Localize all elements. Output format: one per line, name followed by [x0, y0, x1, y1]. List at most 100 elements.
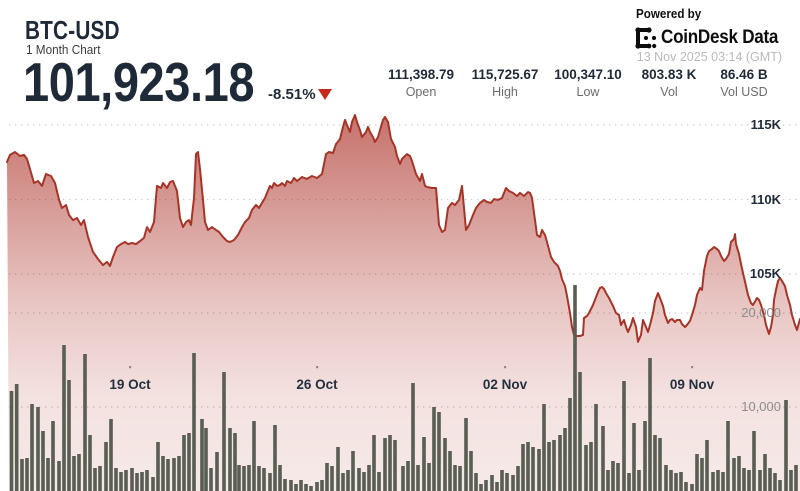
- volume-bar: [309, 486, 313, 491]
- volume-bar: [578, 372, 582, 491]
- stat-value: 100,347.10: [554, 67, 622, 82]
- volume-bar: [664, 465, 668, 491]
- volume-bar: [648, 358, 652, 491]
- volume-bar: [427, 463, 431, 491]
- volume-bar: [377, 472, 381, 491]
- volume-bar: [437, 412, 441, 491]
- volume-bar: [124, 470, 128, 491]
- chart-range-subtitle: 1 Month Chart: [26, 43, 101, 57]
- volume-bar: [773, 473, 777, 491]
- volume-bar: [351, 451, 355, 491]
- volume-bar: [294, 484, 298, 491]
- volume-bar: [372, 435, 376, 491]
- volume-bar: [490, 475, 494, 491]
- volume-bar: [516, 466, 520, 491]
- volume-bar: [568, 398, 572, 491]
- volume-bar: [458, 466, 462, 491]
- volume-bar: [114, 468, 118, 491]
- volume-bar: [601, 426, 605, 491]
- volume-bar: [172, 458, 176, 491]
- volume-bar: [41, 431, 45, 491]
- volume-bar: [192, 353, 196, 491]
- volume-bar: [357, 468, 361, 491]
- volume-bar: [62, 345, 66, 491]
- volume-bar: [25, 458, 29, 491]
- volume-bar: [679, 472, 683, 491]
- volume-bar: [30, 404, 34, 491]
- volume-bar: [479, 484, 483, 491]
- volume-bar: [215, 452, 219, 491]
- volume-bar: [242, 466, 246, 491]
- volume-bar: [542, 404, 546, 491]
- volume-bar: [606, 470, 610, 491]
- volume-bar: [325, 463, 329, 491]
- volume-bar: [88, 435, 92, 491]
- volume-bar: [222, 372, 226, 491]
- volume-bar: [758, 470, 762, 491]
- volume-bar: [145, 470, 149, 491]
- volume-bar: [573, 285, 577, 491]
- symbol-title: BTC-USD: [25, 15, 120, 45]
- volume-bar: [495, 482, 499, 491]
- price-axis-label: 110K: [750, 191, 781, 207]
- volume-bar: [341, 473, 345, 491]
- volume-bar: [526, 442, 530, 491]
- volume-bar: [362, 472, 366, 491]
- volume-bar: [632, 423, 636, 491]
- volume-bar: [119, 472, 123, 491]
- volume-bar: [674, 473, 678, 491]
- volume-bar: [732, 458, 736, 491]
- volume-bar: [151, 477, 155, 491]
- volume-bar: [273, 425, 277, 491]
- volume-bar: [98, 466, 102, 491]
- x-axis-label: 26 Oct: [296, 377, 338, 392]
- volume-bar: [330, 466, 334, 491]
- volume-bar: [411, 383, 415, 491]
- volume-bar: [622, 381, 626, 491]
- volume-bar: [140, 472, 144, 491]
- volume-bar: [283, 479, 287, 491]
- volume-bar: [46, 458, 50, 491]
- volume-bar: [594, 404, 598, 491]
- volume-bar: [690, 484, 694, 491]
- volume-bar: [453, 465, 457, 491]
- volume-bar: [299, 480, 303, 491]
- price-area-fill: [7, 115, 800, 491]
- stat-vol: 803.83 K Vol: [614, 67, 724, 99]
- volume-bar: [627, 473, 631, 491]
- volume-bar: [684, 482, 688, 491]
- volume-bar: [393, 440, 397, 491]
- volume-bar: [228, 428, 232, 491]
- volume-bar: [233, 433, 237, 491]
- volume-bar: [104, 442, 108, 491]
- stat-value: 86.46 B: [720, 67, 768, 82]
- volume-bar: [93, 468, 97, 491]
- volume-bar: [558, 435, 562, 491]
- coindesk-logo-icon: [635, 27, 657, 49]
- coindesk-data-logo[interactable]: CoinDesk Data: [635, 26, 782, 49]
- volume-bar: [130, 468, 134, 491]
- volume-bar: [643, 421, 647, 491]
- stat-open: 111,398.79 Open: [366, 67, 476, 99]
- volume-bar: [187, 433, 191, 491]
- volume-bar: [247, 465, 251, 491]
- volume-bar: [695, 454, 699, 491]
- volume-bar: [83, 354, 87, 491]
- timestamp: 13 Nov 2025 03:14 (GMT): [636, 50, 782, 64]
- stat-label: High: [492, 85, 518, 99]
- stat-low: 100,347.10 Low: [533, 67, 643, 99]
- volume-bar: [9, 391, 14, 491]
- price-change-percent: -8.51%: [268, 86, 316, 103]
- volume-bar: [448, 451, 452, 491]
- price-down-triangle-icon: [318, 89, 332, 100]
- volume-bar: [346, 470, 350, 491]
- volume-bar: [237, 465, 241, 491]
- volume-bar: [616, 463, 620, 491]
- volume-bar: [794, 465, 798, 491]
- volume-bar: [589, 442, 593, 491]
- volume-bar: [336, 447, 340, 491]
- volume-bar: [383, 438, 387, 491]
- volume-bar: [304, 484, 308, 491]
- volume-bar: [469, 451, 473, 491]
